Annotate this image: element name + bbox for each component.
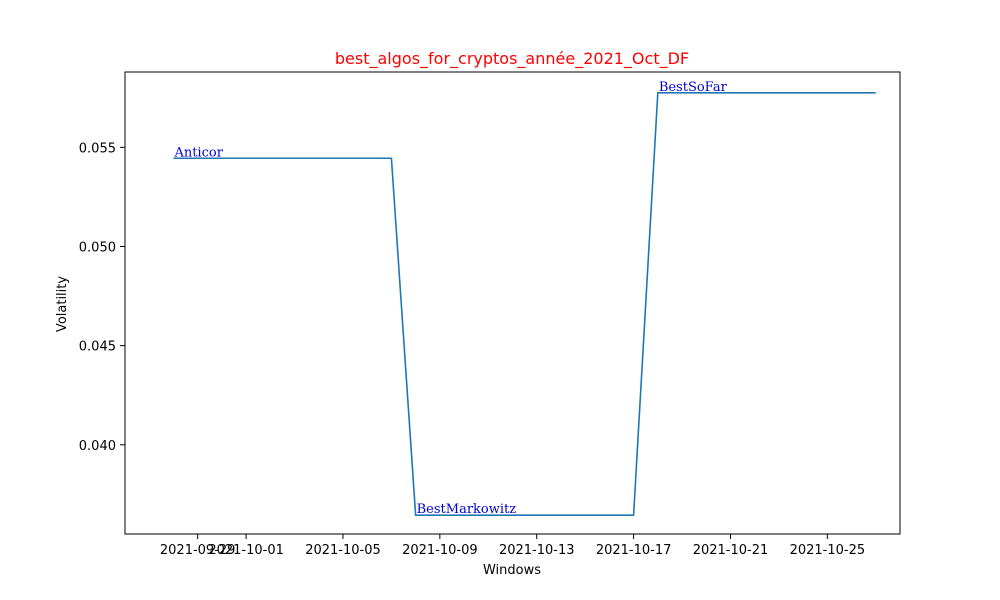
y-tick-label: 0.050: [79, 240, 116, 255]
x-tick-label: 2021-10-05: [305, 543, 381, 558]
x-tick-label: 2021-10-01: [208, 543, 284, 558]
x-tick-label: 2021-10-21: [693, 543, 769, 558]
axes-frame: [124, 71, 901, 535]
series-line: [173, 92, 876, 516]
y-tick-label: 0.045: [79, 340, 116, 355]
x-tick-label: 2021-10-25: [790, 543, 866, 558]
x-axis-label: Windows: [483, 563, 541, 578]
x-tick-label: 2021-09-29: [160, 543, 236, 558]
annotation-label: BestMarkowitz: [417, 502, 517, 517]
annotation-label: Anticor: [173, 145, 223, 160]
y-tick-label: 0.040: [79, 439, 116, 454]
annotation-label: BestSoFar: [659, 80, 728, 95]
x-tick-label: 2021-10-13: [499, 543, 575, 558]
chart-title: best_algos_for_cryptos_année_2021_Oct_DF: [335, 49, 689, 69]
y-axis-label: Volatility: [55, 276, 70, 332]
x-tick-label: 2021-10-17: [596, 543, 672, 558]
y-tick-label: 0.055: [79, 141, 116, 156]
x-tick-label: 2021-10-09: [402, 543, 478, 558]
plot-area: AnticorBestMarkowitzBestSoFar2021-09-292…: [79, 71, 901, 558]
